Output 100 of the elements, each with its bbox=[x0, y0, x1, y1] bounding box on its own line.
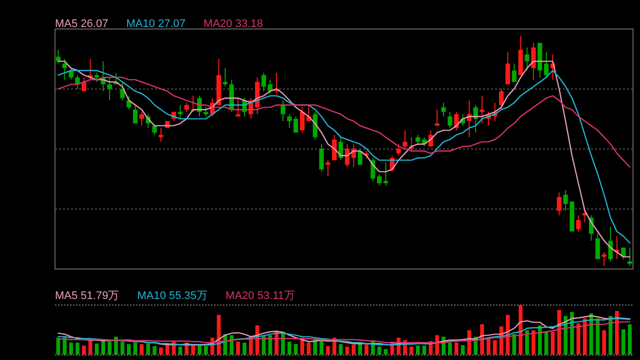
bar bbox=[338, 344, 343, 354]
candlestick bbox=[512, 63, 516, 82]
bar bbox=[621, 329, 626, 354]
candlestick bbox=[505, 52, 510, 85]
candlestick bbox=[300, 106, 305, 134]
bar bbox=[454, 342, 458, 354]
text: MA10 55.35万 bbox=[137, 290, 208, 302]
bar bbox=[345, 346, 350, 354]
bar bbox=[628, 324, 632, 354]
bar bbox=[306, 342, 311, 354]
candlestick bbox=[448, 111, 452, 128]
bar bbox=[518, 305, 523, 354]
text: MA20 53.11万 bbox=[226, 290, 296, 302]
bar bbox=[492, 340, 497, 354]
text: MA5 51.79万 bbox=[55, 290, 120, 302]
candlestick bbox=[402, 130, 408, 150]
bar bbox=[191, 345, 196, 354]
candlestick bbox=[524, 47, 530, 71]
bar bbox=[570, 312, 574, 354]
candlestick bbox=[56, 49, 61, 64]
candlestick bbox=[344, 144, 350, 168]
bar bbox=[608, 316, 612, 354]
candlestick bbox=[236, 98, 240, 117]
candlestick bbox=[441, 102, 446, 117]
bar bbox=[576, 323, 580, 354]
bar bbox=[294, 344, 298, 354]
candlestick bbox=[576, 214, 581, 232]
bar bbox=[615, 310, 619, 354]
candlestick bbox=[544, 52, 549, 78]
bar bbox=[410, 346, 414, 354]
candlestick bbox=[358, 148, 362, 166]
bar bbox=[448, 342, 452, 354]
bar bbox=[422, 346, 426, 354]
bar bbox=[268, 335, 272, 354]
bar bbox=[120, 342, 124, 354]
candlestick bbox=[261, 72, 266, 92]
bar bbox=[101, 340, 106, 354]
bar bbox=[582, 318, 587, 354]
bar bbox=[287, 342, 292, 354]
bar bbox=[435, 335, 440, 354]
bar bbox=[114, 336, 118, 354]
candlestick bbox=[158, 128, 164, 142]
bar bbox=[320, 340, 324, 354]
text: MA20 33.18 bbox=[204, 18, 263, 30]
bar bbox=[133, 342, 138, 354]
candlestick bbox=[396, 144, 401, 156]
text: MA10 27.07 bbox=[126, 18, 186, 30]
candlestick bbox=[139, 111, 144, 126]
bar bbox=[94, 344, 99, 354]
bar bbox=[525, 330, 529, 354]
candlestick bbox=[326, 160, 330, 177]
candlestick bbox=[608, 226, 613, 262]
bar bbox=[460, 345, 465, 354]
bar bbox=[146, 344, 150, 354]
bar bbox=[230, 335, 234, 354]
candlestick bbox=[222, 68, 228, 88]
candlestick bbox=[287, 114, 292, 128]
text: MA5 26.07 bbox=[55, 18, 108, 30]
candlestick bbox=[416, 134, 420, 145]
bar bbox=[602, 330, 606, 354]
candlestick bbox=[294, 116, 298, 134]
candlestick bbox=[377, 174, 382, 186]
candlestick bbox=[499, 88, 504, 110]
candlestick bbox=[595, 233, 600, 260]
bar bbox=[480, 324, 484, 354]
bar bbox=[178, 346, 182, 354]
bar bbox=[159, 348, 163, 354]
bar bbox=[550, 332, 555, 354]
candlestick bbox=[480, 95, 484, 124]
bar bbox=[204, 346, 208, 354]
candlestick bbox=[602, 252, 606, 266]
candlestick bbox=[94, 72, 100, 82]
bar bbox=[236, 342, 240, 354]
bar bbox=[326, 346, 330, 354]
bar bbox=[384, 349, 388, 354]
bar bbox=[82, 346, 86, 354]
bar bbox=[416, 346, 420, 354]
candlestick bbox=[62, 58, 67, 80]
bar bbox=[242, 342, 246, 354]
bar bbox=[140, 344, 144, 354]
bar bbox=[538, 325, 542, 354]
candlestick bbox=[132, 104, 138, 124]
candlestick bbox=[319, 144, 324, 172]
bar bbox=[564, 316, 568, 354]
bar bbox=[152, 346, 156, 354]
candlestick bbox=[107, 76, 112, 101]
bar bbox=[532, 330, 536, 354]
bar bbox=[69, 342, 73, 354]
bar bbox=[126, 344, 131, 354]
bar bbox=[352, 344, 356, 354]
candlestick bbox=[280, 100, 286, 122]
bar bbox=[108, 342, 112, 354]
bar bbox=[198, 346, 202, 354]
bar bbox=[364, 344, 368, 354]
bar bbox=[557, 310, 562, 354]
bar bbox=[76, 342, 80, 354]
bar bbox=[377, 346, 382, 354]
bar bbox=[165, 345, 170, 354]
candlestick bbox=[68, 68, 74, 80]
candlestick bbox=[556, 192, 562, 216]
